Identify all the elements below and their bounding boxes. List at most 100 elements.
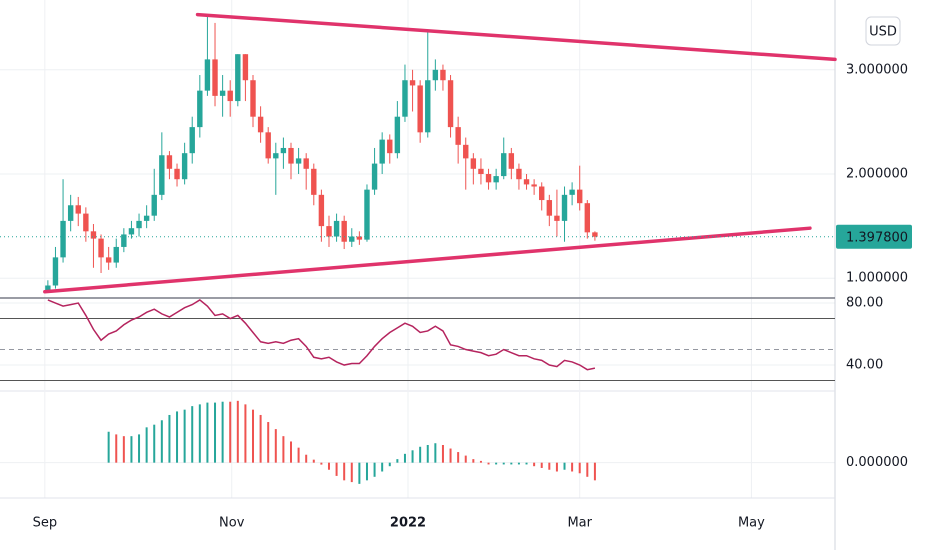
- histogram-bar: [578, 462, 581, 474]
- histogram-bar: [168, 414, 171, 463]
- histogram-bar: [335, 462, 338, 476]
- candle-body: [523, 179, 530, 185]
- candle-body: [45, 285, 51, 291]
- y-tick-label: 80.00: [846, 296, 883, 311]
- candle-body: [561, 194, 568, 221]
- candle-body: [280, 147, 287, 154]
- histogram-bar: [517, 462, 520, 465]
- candle-body: [409, 80, 416, 86]
- histogram-bar: [411, 450, 414, 463]
- trendline: [195, 12, 837, 62]
- x-tick-label: May: [738, 516, 765, 531]
- x-tick-label: Mar: [567, 516, 592, 531]
- histogram-bar: [472, 459, 475, 463]
- histogram-bar: [358, 462, 361, 484]
- candle-body: [349, 236, 355, 242]
- candle-body: [295, 158, 302, 164]
- histogram-bar: [381, 462, 384, 472]
- histogram-bar: [312, 459, 315, 463]
- histogram-bar: [214, 402, 217, 463]
- histogram-bar: [320, 462, 323, 465]
- candle-body: [98, 238, 104, 258]
- histogram-bar: [365, 462, 368, 481]
- histogram-bar: [198, 404, 201, 463]
- histogram-bar: [244, 404, 247, 463]
- candle-body: [470, 158, 477, 169]
- histogram-bar: [350, 462, 353, 483]
- histogram-bar: [441, 445, 444, 463]
- histogram-bar: [403, 453, 406, 463]
- candle-body: [539, 186, 545, 201]
- candle-body: [318, 194, 325, 227]
- candle-body: [159, 155, 165, 195]
- candle-body: [447, 80, 454, 128]
- histogram-bar: [449, 448, 452, 463]
- histogram-bar: [510, 462, 513, 465]
- candle-body: [326, 226, 332, 237]
- candle-body: [67, 205, 74, 221]
- candle-body: [121, 234, 127, 247]
- histogram-bar: [586, 462, 589, 477]
- histogram-bar: [153, 424, 156, 463]
- histogram-bar: [289, 441, 292, 463]
- histogram-bar: [487, 462, 490, 465]
- candle-body: [288, 147, 294, 164]
- candle-body: [90, 231, 97, 239]
- candle-body: [219, 90, 226, 96]
- candle-body: [478, 168, 484, 175]
- candle-body: [463, 144, 469, 159]
- candle-body: [485, 174, 492, 183]
- grid-layer: [0, 0, 835, 498]
- candle-body: [577, 189, 583, 204]
- candle-body: [356, 236, 363, 240]
- candle-body: [273, 153, 279, 159]
- candle-body: [303, 158, 309, 169]
- candle-body: [204, 59, 211, 91]
- candle-body: [584, 203, 591, 233]
- histogram-bar: [419, 446, 422, 463]
- histogram-bar: [434, 443, 437, 463]
- candle-body: [501, 153, 507, 177]
- histogram-bar: [305, 454, 308, 463]
- candle-body: [60, 220, 66, 258]
- candle-body: [128, 228, 135, 235]
- histogram-bar: [138, 434, 141, 463]
- histogram-bar: [191, 406, 194, 463]
- histogram-bar: [593, 462, 596, 481]
- histogram-bar: [457, 452, 460, 463]
- histogram-bar: [206, 402, 209, 463]
- histogram-bar: [267, 422, 270, 463]
- candle-body: [425, 80, 431, 133]
- candle-body: [432, 69, 439, 81]
- candle-body: [151, 194, 157, 216]
- y-tick-label: 40.00: [846, 358, 883, 373]
- histogram-bar: [388, 462, 391, 467]
- x-tick-label: 2022: [390, 516, 426, 531]
- histogram-bar: [464, 455, 467, 463]
- candle-body: [257, 116, 264, 133]
- candle-body: [227, 90, 233, 102]
- histogram-bar: [145, 427, 148, 463]
- candle-body: [341, 220, 347, 242]
- histogram-bar: [115, 434, 118, 463]
- histogram-bar: [297, 447, 300, 463]
- histogram-bar: [426, 445, 429, 463]
- histogram-bar: [548, 462, 551, 470]
- candle-body: [455, 127, 461, 145]
- candle-body: [197, 90, 203, 128]
- rsi-line: [47, 299, 596, 371]
- candle-body: [105, 257, 112, 263]
- candle-body: [265, 132, 271, 159]
- currency-button[interactable]: [865, 16, 901, 46]
- candle-body: [242, 54, 249, 81]
- candle-body: [166, 155, 173, 169]
- candle-body: [371, 163, 378, 190]
- histogram-bar: [525, 462, 528, 465]
- currency-label[interactable]: USD: [869, 25, 897, 40]
- histogram-bar: [130, 436, 133, 463]
- last-price-tag: [836, 224, 912, 249]
- histogram-bar: [373, 462, 376, 477]
- candle-body: [136, 220, 142, 229]
- histogram-bar: [221, 401, 224, 463]
- histogram-bar: [533, 462, 536, 467]
